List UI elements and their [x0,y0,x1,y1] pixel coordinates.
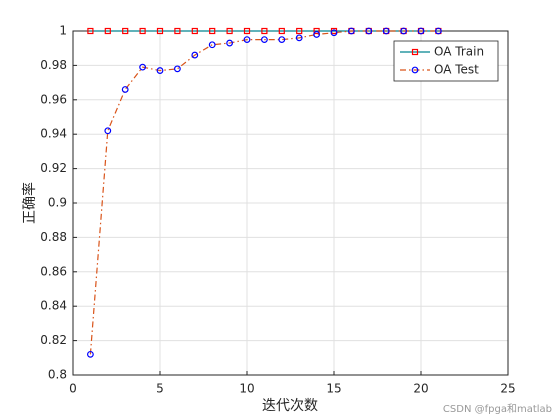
marker [348,27,355,35]
marker [313,27,320,35]
marker [435,27,442,35]
y-tick-label: 0.94 [40,127,67,141]
marker [191,51,199,59]
marker [296,27,303,35]
y-axis-label: 正确率 [21,182,38,224]
marker [261,27,268,35]
x-tick-label: 0 [69,382,77,396]
y-tick-label: 0.8 [48,368,67,382]
marker [226,39,234,47]
marker [226,27,233,35]
marker [313,31,321,38]
legend-marker [411,66,419,74]
marker [365,27,373,35]
watermark: CSDN @fpga和matlab [443,403,552,415]
x-tick-label: 25 [500,382,515,396]
marker [295,34,303,42]
marker [139,63,147,71]
marker [261,36,268,43]
marker [173,65,181,73]
marker [86,350,94,358]
marker [417,27,425,35]
y-tick-label: 0.86 [40,264,67,278]
marker [156,67,164,74]
marker [243,27,251,35]
y-tick-label: 0.88 [40,230,67,244]
marker [208,41,216,49]
marker [243,36,251,43]
marker [191,27,198,35]
legend-box [393,40,499,82]
marker [278,27,285,35]
marker [156,27,164,35]
x-tick-label: 10 [239,382,254,396]
legend-label: OA Train [434,45,484,59]
marker [330,29,338,37]
marker [104,27,111,35]
x-tick-label: 5 [156,382,164,396]
legend-label: OA Test [434,63,479,77]
marker [209,27,216,35]
x-tick-label: 20 [413,382,428,396]
marker [278,36,286,43]
y-tick-label: 0.96 [40,92,67,106]
x-axis-label: 迭代次数 [262,398,318,414]
marker [139,27,146,35]
marker [122,27,129,35]
y-tick-label: 0.98 [40,58,67,72]
x-tick-label: 15 [326,382,341,396]
y-tick-label: 0.82 [40,333,67,347]
marker [382,27,390,35]
marker [400,27,408,35]
y-tick-label: 0.84 [40,299,67,313]
marker [121,86,129,93]
marker [104,127,112,135]
y-tick-label: 0.92 [40,161,67,175]
marker [174,27,181,35]
legend-marker [411,48,419,56]
y-tick-label: 0.9 [48,196,67,210]
marker [87,27,94,35]
series-line [89,30,439,355]
y-tick-label: 1 [59,24,67,38]
